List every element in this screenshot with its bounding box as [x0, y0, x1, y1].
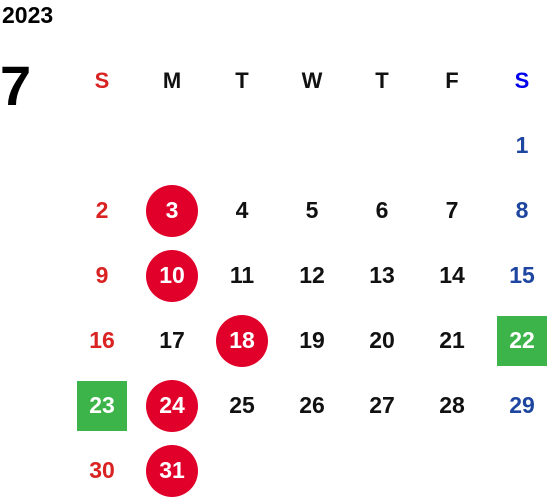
day-number: 9 [95, 262, 109, 288]
weekday-header: S [514, 67, 530, 93]
weekday-header: S [94, 67, 110, 93]
day-cell[interactable]: 16 [67, 308, 137, 373]
day-cell[interactable]: 31 [137, 438, 207, 503]
empty-day-cell [417, 438, 487, 503]
day-number: 20 [369, 327, 395, 353]
day-number: 25 [229, 392, 255, 418]
day-cell[interactable]: 13 [347, 243, 417, 308]
day-cell[interactable]: 19 [277, 308, 347, 373]
holiday-circle-badge: 24 [146, 379, 198, 432]
empty-day-cell [277, 438, 347, 503]
weekday-header: F [445, 67, 459, 93]
day-number: 12 [299, 262, 325, 288]
empty-day-cell [277, 113, 347, 178]
year-label: 2023 [2, 2, 54, 28]
holiday-square-badge: 22 [497, 315, 547, 366]
day-number: 28 [439, 392, 465, 418]
day-number: 7 [445, 197, 459, 223]
day-number: 15 [509, 262, 535, 288]
day-number: 8 [515, 197, 529, 223]
day-cell[interactable]: 27 [347, 373, 417, 438]
day-cell[interactable]: 15 [487, 243, 548, 308]
day-number: 16 [89, 327, 115, 353]
day-cell[interactable]: 29 [487, 373, 548, 438]
day-cell[interactable]: 8 [487, 178, 548, 243]
empty-day-cell [207, 438, 277, 503]
empty-day-cell [487, 438, 548, 503]
day-cell[interactable]: 7 [417, 178, 487, 243]
day-cell[interactable]: 30 [67, 438, 137, 503]
holiday-circle-badge: 18 [216, 314, 268, 367]
day-cell[interactable]: 21 [417, 308, 487, 373]
day-cell[interactable]: 1 [487, 113, 548, 178]
day-number: 19 [299, 327, 325, 353]
day-number: 6 [375, 197, 389, 223]
day-cell[interactable]: 14 [417, 243, 487, 308]
day-cell[interactable]: 17 [137, 308, 207, 373]
empty-day-cell [347, 438, 417, 503]
holiday-square-badge: 23 [77, 380, 127, 431]
day-number: 26 [299, 392, 325, 418]
month-label: 7 [0, 54, 32, 117]
empty-day-cell [417, 113, 487, 178]
day-cell[interactable]: 28 [417, 373, 487, 438]
day-number: 30 [89, 457, 115, 483]
day-cell[interactable]: 23 [67, 373, 137, 438]
day-cell[interactable]: 25 [207, 373, 277, 438]
day-cell[interactable]: 18 [207, 308, 277, 373]
day-number: 1 [515, 132, 529, 158]
empty-day-cell [137, 113, 207, 178]
weekday-header: M [162, 67, 182, 93]
day-number: 13 [369, 262, 395, 288]
day-number: 2 [95, 197, 109, 223]
day-cell[interactable]: 3 [137, 178, 207, 243]
day-cell[interactable]: 5 [277, 178, 347, 243]
day-number: 4 [235, 197, 249, 223]
day-cell[interactable]: 24 [137, 373, 207, 438]
day-number: 21 [439, 327, 465, 353]
day-cell[interactable]: 2 [67, 178, 137, 243]
day-number: 14 [439, 262, 465, 288]
day-cell[interactable]: 20 [347, 308, 417, 373]
calendar-grid: S M T W T F S 1 2 3 4 5 6 7 8 9 10 11 12 13 14 15 16 17 18 19 20 21… [67, 48, 548, 503]
weekday-header: W [301, 67, 323, 93]
day-cell[interactable]: 10 [137, 243, 207, 308]
empty-day-cell [207, 113, 277, 178]
holiday-circle-badge: 3 [146, 184, 198, 237]
day-cell[interactable]: 26 [277, 373, 347, 438]
day-number: 29 [509, 392, 535, 418]
weekday-header: T [375, 67, 389, 93]
day-cell[interactable]: 9 [67, 243, 137, 308]
day-number: 17 [159, 327, 185, 353]
empty-day-cell [347, 113, 417, 178]
day-cell[interactable]: 4 [207, 178, 277, 243]
holiday-circle-badge: 10 [146, 249, 198, 302]
day-number: 27 [369, 392, 395, 418]
day-cell[interactable]: 11 [207, 243, 277, 308]
day-cell[interactable]: 12 [277, 243, 347, 308]
day-cell[interactable]: 6 [347, 178, 417, 243]
day-number: 11 [229, 262, 255, 288]
day-number: 5 [305, 197, 319, 223]
empty-day-cell [67, 113, 137, 178]
day-cell[interactable]: 22 [487, 308, 548, 373]
holiday-circle-badge: 31 [146, 444, 198, 497]
weekday-header: T [235, 67, 249, 93]
